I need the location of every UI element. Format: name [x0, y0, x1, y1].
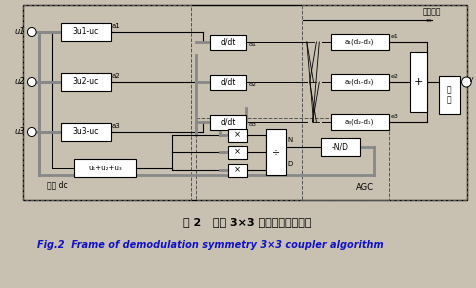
Text: u1: u1 [14, 27, 25, 37]
Bar [60, 123, 110, 141]
Bar [437, 76, 459, 114]
Circle shape [461, 77, 470, 87]
Bar [266, 129, 285, 175]
Text: AGC: AGC [355, 183, 373, 192]
Text: 3u1-uc: 3u1-uc [72, 27, 99, 37]
Text: u3: u3 [14, 128, 25, 137]
Text: e3: e3 [390, 114, 397, 119]
Bar [23, 5, 466, 200]
Text: d/dt: d/dt [220, 37, 235, 46]
Text: 3u2-uc: 3u2-uc [72, 77, 99, 86]
Text: e2: e2 [390, 74, 397, 79]
Bar [228, 164, 247, 177]
Text: D: D [287, 161, 292, 167]
Bar [330, 34, 388, 50]
Text: d/dt: d/dt [220, 77, 235, 86]
Bar [330, 74, 388, 90]
Text: N: N [287, 137, 292, 143]
Text: 3u3-uc: 3u3-uc [72, 128, 99, 137]
Bar [209, 75, 246, 90]
Text: 图 2   对称 3×3 耦合解调算法框图: 图 2 对称 3×3 耦合解调算法框图 [182, 217, 311, 227]
Text: u₁+u₂+u₃: u₁+u₂+u₃ [88, 165, 121, 171]
Text: ×: × [234, 147, 240, 156]
Bar [60, 73, 110, 91]
Text: ×: × [234, 166, 240, 175]
Text: ÷: ÷ [271, 147, 279, 157]
Text: Fig.2  Frame of demodulation symmetry 3×3 coupler algorithm: Fig.2 Frame of demodulation symmetry 3×3… [37, 240, 383, 250]
Text: ×: × [234, 130, 240, 139]
Text: d3: d3 [248, 122, 256, 127]
Text: u2: u2 [14, 77, 25, 86]
Text: +: + [413, 77, 422, 87]
Text: v: v [467, 75, 472, 84]
Bar [196, 118, 388, 200]
Circle shape [28, 27, 36, 37]
Text: d/dt: d/dt [220, 118, 235, 126]
Text: a1: a1 [111, 23, 120, 29]
Bar [320, 138, 359, 156]
Text: -N/D: -N/D [331, 143, 348, 151]
Bar [330, 114, 388, 130]
Text: a2: a2 [111, 73, 120, 79]
Text: e₁: e₁ [425, 18, 431, 22]
Text: a₂(d₁-d₃): a₂(d₁-d₃) [344, 79, 374, 85]
Text: a₁(d₂-d₃): a₁(d₂-d₃) [344, 39, 374, 45]
Text: a₃(d₂-d₁): a₃(d₂-d₁) [344, 119, 374, 125]
Bar [228, 128, 247, 141]
Text: 核心解调: 核心解调 [422, 7, 440, 16]
Text: e1: e1 [390, 34, 397, 39]
Bar [23, 5, 191, 200]
Text: d1: d1 [248, 42, 256, 47]
Circle shape [28, 77, 36, 86]
Bar [301, 5, 466, 200]
Bar [73, 159, 136, 177]
Circle shape [28, 128, 36, 137]
Bar [60, 23, 110, 41]
Bar [409, 52, 426, 112]
Text: a3: a3 [111, 123, 120, 129]
Bar [228, 145, 247, 158]
Bar [209, 35, 246, 50]
Text: 积
分: 积 分 [446, 85, 450, 105]
Text: d2: d2 [248, 82, 256, 87]
Bar [209, 115, 246, 130]
Text: 去除 dc: 去除 dc [47, 181, 68, 190]
